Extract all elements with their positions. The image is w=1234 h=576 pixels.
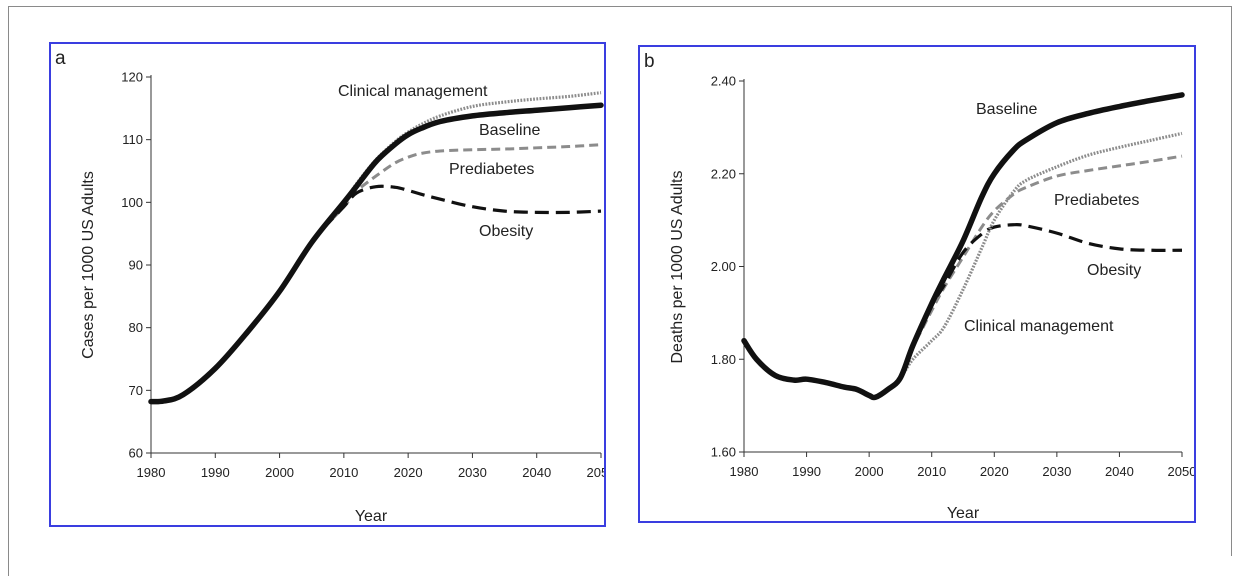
series-line-obesity [742, 222, 1183, 400]
panel-letter-a: a [55, 48, 66, 69]
series-label-obesity: Obesity [479, 223, 533, 240]
series-label-baseline: Baseline [479, 122, 540, 139]
x-tick-label: 2040 [522, 465, 551, 480]
y-tick-label: 120 [121, 70, 143, 85]
x-tick-label: 2000 [855, 464, 884, 479]
series-label-clinical-management: Clinical management [964, 318, 1114, 335]
x-axis-title: Year [947, 505, 980, 521]
x-axis-title: Year [355, 508, 388, 525]
y-tick-label: 60 [129, 446, 143, 461]
y-axis-title: Cases per 1000 US Adults [80, 171, 97, 359]
y-tick-label: 100 [121, 195, 143, 210]
y-tick-label: 1.80 [711, 352, 736, 367]
y-tick-label: 80 [129, 320, 143, 335]
x-tick-label: 1980 [730, 464, 759, 479]
chart-a-svg: 60 70 80 90 100 110 120 1980 1990 2000 2010 2020 203… [80, 70, 604, 526]
series-label-clinical-management: Clinical management [338, 83, 488, 100]
series-line-clinical-management [742, 131, 1183, 400]
chart-b-svg: 1.60 1.80 2.00 2.20 2.40 1980 1990 2000 2010 2020… [669, 74, 1194, 522]
series-line-obesity [150, 184, 602, 404]
x-tick-label: 2050 [587, 465, 604, 480]
x-tick-label: 2020 [980, 464, 1009, 479]
chart-panel-b: 1.60 1.80 2.00 2.20 2.40 1980 1990 2000 2010 2020… [638, 45, 1196, 523]
series-label-prediabetes: Prediabetes [1054, 192, 1139, 209]
series-label-obesity: Obesity [1087, 262, 1141, 279]
x-tick-label: 1990 [792, 464, 821, 479]
y-axis-title: Deaths per 1000 US Adults [669, 170, 686, 363]
x-tick-label: 2030 [1042, 464, 1071, 479]
y-tick-label: 1.60 [711, 445, 736, 460]
x-tick-label: 2050 [1168, 464, 1194, 479]
y-tick-label: 2.00 [711, 259, 736, 274]
series-label-baseline: Baseline [976, 101, 1037, 118]
y-tick-label: 110 [122, 132, 143, 147]
panel-letter-b: b [644, 51, 655, 72]
series-line-baseline [148, 102, 604, 405]
x-tick-label: 2010 [329, 465, 358, 480]
figure-frame [8, 6, 1232, 576]
x-tick-label: 1980 [137, 465, 166, 480]
series-line-clinical-management [150, 91, 602, 404]
y-tick-label: 2.40 [711, 74, 736, 89]
x-tick-label: 2040 [1105, 464, 1134, 479]
y-tick-label: 90 [129, 258, 143, 273]
x-tick-label: 2020 [394, 465, 423, 480]
x-tick-label: 2000 [265, 465, 294, 480]
y-tick-label: 2.20 [711, 166, 736, 181]
y-tick-label: 70 [129, 383, 143, 398]
series-line-baseline [741, 92, 1185, 401]
series-label-prediabetes: Prediabetes [449, 161, 534, 178]
figure-frame-right-edge [1231, 6, 1232, 556]
x-tick-label: 1990 [201, 465, 230, 480]
chart-panel-a: 60 70 80 90 100 110 120 1980 1990 2000 2010 2020 203… [49, 42, 606, 527]
x-tick-label: 2030 [458, 465, 487, 480]
x-tick-label: 2010 [917, 464, 946, 479]
